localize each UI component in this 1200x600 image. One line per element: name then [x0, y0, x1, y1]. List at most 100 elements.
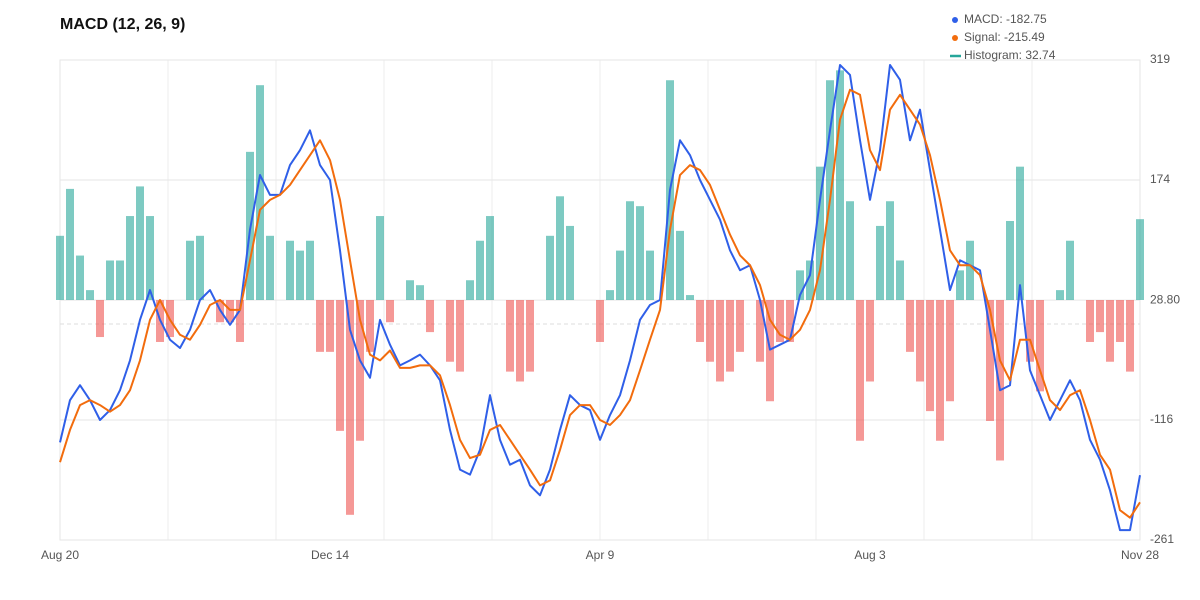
- histogram-bar: [676, 230, 684, 300]
- histogram-bar: [566, 225, 574, 300]
- histogram-bar: [726, 300, 734, 372]
- histogram-bar: [66, 188, 74, 300]
- x-tick-label: Dec 14: [311, 548, 349, 562]
- histogram-bar: [1106, 300, 1114, 362]
- y-tick-label: 319: [1150, 52, 1170, 66]
- legend-label: Signal: -215.49: [964, 30, 1045, 44]
- histogram-bar: [56, 235, 64, 300]
- histogram-bar: [796, 270, 804, 300]
- y-tick-label: 174: [1150, 172, 1170, 186]
- histogram-bar: [596, 300, 604, 342]
- histogram-bar: [76, 255, 84, 300]
- histogram-bar: [836, 70, 844, 301]
- histogram-bar: [986, 300, 994, 421]
- chart-title: MACD (12, 26, 9): [60, 16, 185, 33]
- histogram-bar: [406, 280, 414, 300]
- histogram-bar: [96, 300, 104, 338]
- histogram-bar: [776, 300, 784, 342]
- histogram-bar: [136, 186, 144, 300]
- histogram-bar: [546, 235, 554, 300]
- histogram-bar: [816, 166, 824, 300]
- histogram-bar: [846, 201, 854, 300]
- histogram-bar: [966, 240, 974, 300]
- histogram-bar: [556, 196, 564, 300]
- histogram-bar: [316, 300, 324, 352]
- histogram-bar: [356, 300, 364, 441]
- histogram-bar: [756, 300, 764, 362]
- series-line: [59, 88, 1141, 519]
- histogram-bar: [426, 300, 434, 333]
- histogram-bar: [416, 285, 424, 300]
- y-tick-label: -116: [1150, 412, 1173, 426]
- histogram-bar: [1016, 166, 1024, 300]
- histogram-bar: [936, 300, 944, 441]
- x-tick-label: Apr 9: [586, 548, 615, 562]
- histogram-bar: [146, 216, 154, 300]
- histogram-bar: [376, 216, 384, 300]
- legend-label: Histogram: 32.74: [964, 48, 1056, 62]
- y-tick-label: -261: [1150, 532, 1174, 546]
- histogram-bar: [516, 300, 524, 382]
- histogram-bar: [896, 260, 904, 300]
- histogram-bar: [1136, 219, 1144, 300]
- histogram-bar: [186, 240, 194, 300]
- histogram-bar: [626, 201, 634, 300]
- histogram-bar: [906, 300, 914, 352]
- histogram-bar: [506, 300, 514, 372]
- histogram-bar: [326, 300, 334, 352]
- histogram-bar: [86, 290, 94, 300]
- histogram-bar: [366, 300, 374, 352]
- histogram-bar: [806, 260, 814, 300]
- histogram-bar: [786, 300, 794, 342]
- histogram-bar: [296, 250, 304, 300]
- histogram-bar: [1086, 300, 1094, 342]
- histogram-bar: [916, 300, 924, 382]
- histogram-bar: [696, 300, 704, 342]
- histogram-bar: [486, 216, 494, 300]
- legend-swatch: [952, 35, 958, 41]
- histogram-bar: [386, 300, 394, 323]
- legend-label: MACD: -182.75: [964, 12, 1047, 26]
- histogram-bar: [866, 300, 874, 382]
- histogram-bar: [636, 206, 644, 300]
- histogram-bar: [1026, 300, 1034, 362]
- x-tick-label: Aug 20: [41, 548, 79, 562]
- x-tick-label: Nov 28: [1121, 548, 1159, 562]
- histogram-bar: [996, 300, 1004, 461]
- histogram-bar: [1116, 300, 1124, 342]
- histogram-bar: [946, 300, 954, 402]
- histogram-bar: [886, 201, 894, 300]
- y-tick-label: 28.80: [1150, 292, 1180, 306]
- histogram-bar: [736, 300, 744, 352]
- histogram-bar: [336, 300, 344, 431]
- histogram-bar: [686, 295, 694, 300]
- histogram-bar: [116, 260, 124, 300]
- histogram-bar: [1036, 300, 1044, 392]
- histogram-bar: [286, 240, 294, 300]
- x-tick-label: Aug 3: [854, 548, 886, 562]
- histogram-bar: [526, 300, 534, 372]
- legend-swatch: [952, 17, 958, 23]
- histogram-bar: [446, 300, 454, 362]
- histogram-bar: [126, 216, 134, 300]
- histogram-bar: [266, 235, 274, 300]
- histogram-bar: [616, 250, 624, 300]
- histogram-bar: [236, 300, 244, 342]
- histogram-bar: [606, 290, 614, 300]
- histogram-bar: [706, 300, 714, 362]
- histogram-bar: [1066, 240, 1074, 300]
- histogram-bar: [716, 300, 724, 382]
- histogram-bar: [306, 240, 314, 300]
- histogram-bar: [466, 280, 474, 300]
- histogram-bar: [826, 80, 834, 300]
- histogram-bar: [876, 225, 884, 300]
- histogram-bar: [226, 300, 234, 323]
- histogram-bar: [956, 270, 964, 300]
- histogram-bar: [856, 300, 864, 441]
- histogram-bar: [1056, 290, 1064, 300]
- histogram-bar: [926, 300, 934, 412]
- histogram-bar: [646, 250, 654, 300]
- histogram-bar: [346, 300, 354, 515]
- histogram-bar: [1006, 220, 1014, 300]
